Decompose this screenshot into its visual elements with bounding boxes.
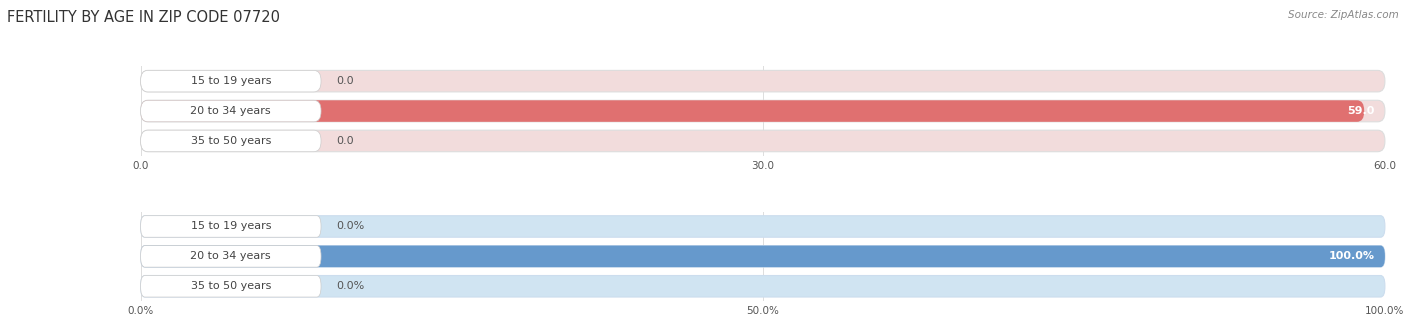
Text: Source: ZipAtlas.com: Source: ZipAtlas.com [1288, 10, 1399, 20]
Text: 0.0: 0.0 [336, 136, 353, 146]
FancyBboxPatch shape [141, 246, 321, 267]
FancyBboxPatch shape [141, 100, 1364, 122]
Text: FERTILITY BY AGE IN ZIP CODE 07720: FERTILITY BY AGE IN ZIP CODE 07720 [7, 10, 280, 25]
FancyBboxPatch shape [141, 71, 1385, 92]
FancyBboxPatch shape [141, 130, 1385, 152]
Text: 35 to 50 years: 35 to 50 years [191, 281, 271, 291]
Text: 0.0: 0.0 [336, 76, 353, 86]
Text: 35 to 50 years: 35 to 50 years [191, 136, 271, 146]
FancyBboxPatch shape [141, 100, 1385, 122]
FancyBboxPatch shape [141, 246, 1385, 267]
Text: 15 to 19 years: 15 to 19 years [191, 221, 271, 231]
Text: 15 to 19 years: 15 to 19 years [191, 76, 271, 86]
Text: 0.0%: 0.0% [336, 281, 364, 291]
FancyBboxPatch shape [141, 71, 321, 92]
FancyBboxPatch shape [141, 246, 1385, 267]
FancyBboxPatch shape [141, 275, 1385, 297]
FancyBboxPatch shape [141, 130, 321, 152]
Text: 20 to 34 years: 20 to 34 years [190, 106, 271, 116]
Text: 0.0%: 0.0% [336, 221, 364, 231]
FancyBboxPatch shape [141, 216, 1385, 237]
FancyBboxPatch shape [141, 216, 321, 237]
Text: 20 to 34 years: 20 to 34 years [190, 251, 271, 261]
Text: 100.0%: 100.0% [1329, 251, 1375, 261]
FancyBboxPatch shape [141, 100, 321, 122]
FancyBboxPatch shape [141, 275, 321, 297]
Text: 59.0: 59.0 [1347, 106, 1375, 116]
